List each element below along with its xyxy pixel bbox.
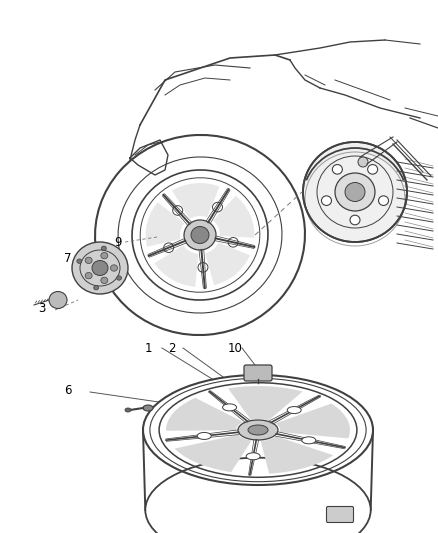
Polygon shape <box>228 386 303 421</box>
Text: 6: 6 <box>64 384 72 397</box>
Ellipse shape <box>246 453 260 460</box>
Ellipse shape <box>143 375 373 485</box>
Text: 9: 9 <box>114 236 122 248</box>
Ellipse shape <box>212 203 223 212</box>
Ellipse shape <box>358 157 368 167</box>
Ellipse shape <box>197 432 211 439</box>
Text: 10: 10 <box>228 342 243 354</box>
Ellipse shape <box>367 165 378 174</box>
Ellipse shape <box>223 404 237 411</box>
Text: 2: 2 <box>168 342 176 354</box>
Ellipse shape <box>117 276 122 280</box>
Ellipse shape <box>198 263 208 272</box>
Ellipse shape <box>77 259 82 263</box>
Ellipse shape <box>303 142 407 242</box>
Ellipse shape <box>184 220 216 250</box>
Ellipse shape <box>228 238 238 247</box>
Ellipse shape <box>164 243 174 253</box>
Ellipse shape <box>85 257 92 263</box>
Ellipse shape <box>248 425 268 435</box>
Ellipse shape <box>345 182 365 201</box>
Text: 3: 3 <box>38 302 46 314</box>
Ellipse shape <box>101 277 108 284</box>
FancyBboxPatch shape <box>326 506 353 522</box>
Polygon shape <box>205 243 250 285</box>
Ellipse shape <box>110 265 117 271</box>
Polygon shape <box>166 398 243 431</box>
Ellipse shape <box>85 272 92 279</box>
Polygon shape <box>154 245 198 287</box>
Ellipse shape <box>378 196 389 205</box>
Ellipse shape <box>191 227 209 244</box>
Ellipse shape <box>145 458 371 533</box>
Ellipse shape <box>143 405 153 411</box>
Polygon shape <box>172 183 219 219</box>
Ellipse shape <box>101 246 106 251</box>
Text: 1: 1 <box>144 342 152 354</box>
Ellipse shape <box>49 292 67 309</box>
Ellipse shape <box>101 253 108 259</box>
Polygon shape <box>145 203 184 247</box>
Ellipse shape <box>238 420 278 440</box>
Polygon shape <box>276 403 350 439</box>
Polygon shape <box>213 196 254 238</box>
Ellipse shape <box>287 407 301 414</box>
Ellipse shape <box>302 437 316 444</box>
Ellipse shape <box>332 165 343 174</box>
Ellipse shape <box>92 261 108 276</box>
Ellipse shape <box>94 286 99 290</box>
Ellipse shape <box>321 196 332 205</box>
FancyBboxPatch shape <box>244 365 272 381</box>
Ellipse shape <box>335 173 375 211</box>
Ellipse shape <box>125 408 131 412</box>
Ellipse shape <box>173 206 183 215</box>
Ellipse shape <box>72 242 128 294</box>
Ellipse shape <box>118 157 282 313</box>
Polygon shape <box>261 437 333 474</box>
Polygon shape <box>175 434 251 472</box>
Text: 7: 7 <box>64 252 72 264</box>
Ellipse shape <box>350 215 360 225</box>
